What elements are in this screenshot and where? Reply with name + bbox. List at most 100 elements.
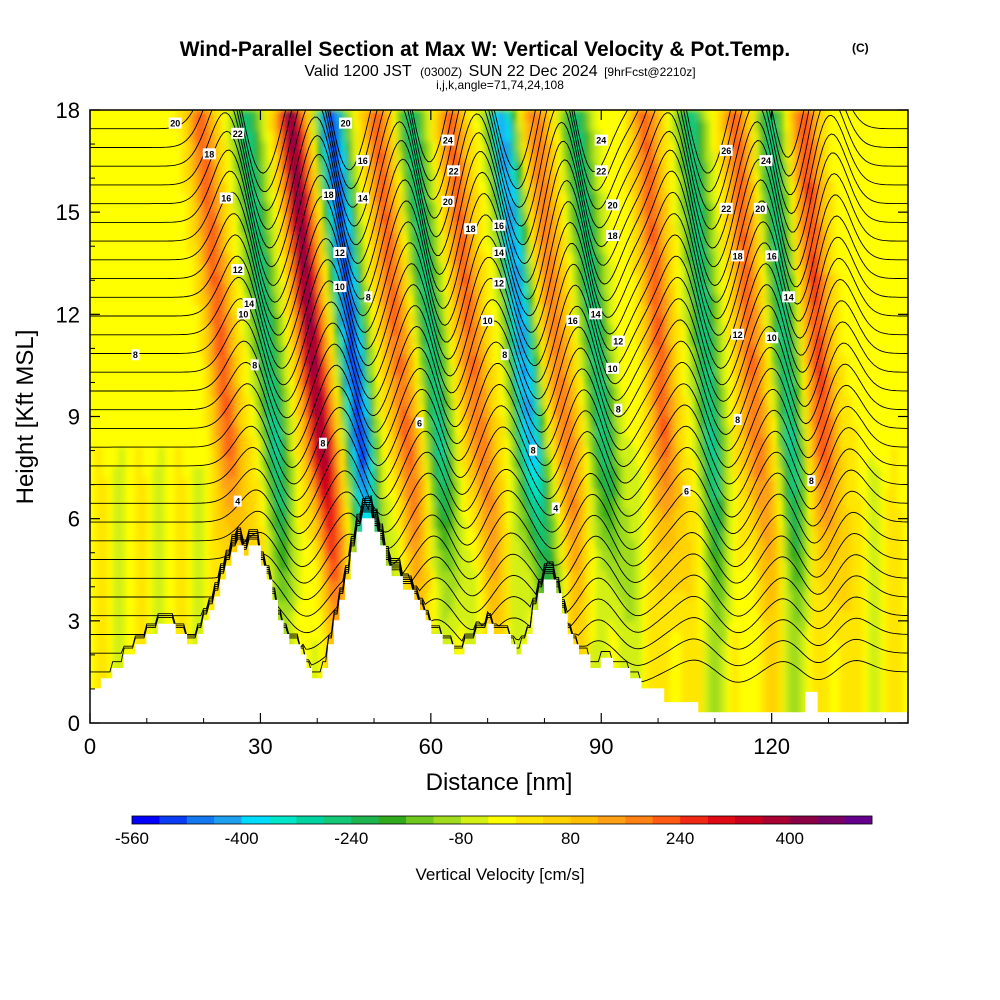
isentrope-line bbox=[90, 110, 908, 230]
colorbar-swatch bbox=[735, 816, 763, 824]
isentrope-line bbox=[90, 340, 908, 435]
x-tick-label: 30 bbox=[248, 734, 272, 759]
x-axis-label: Distance [nm] bbox=[426, 769, 573, 796]
isentrope-label: 10 bbox=[333, 281, 347, 293]
isentrope-label: 4 bbox=[233, 495, 242, 507]
colorbar-swatch bbox=[214, 816, 242, 824]
isentrope-label: 20 bbox=[753, 202, 767, 214]
chart-subtitle-indices: i,j,k,angle=71,74,24,108 bbox=[436, 78, 564, 92]
colorbar-swatch bbox=[323, 816, 352, 824]
chart-subtitle: Valid 1200 JST (0300Z) SUN 22 Dec 2024 [… bbox=[304, 63, 695, 80]
isentrope-line bbox=[90, 498, 908, 568]
isentrope-line bbox=[90, 446, 908, 518]
plot-area: 8201822161214108420181614121088624222018… bbox=[90, 110, 908, 723]
colorbar-swatch bbox=[680, 816, 708, 824]
colorbar-swatch bbox=[652, 816, 681, 824]
isentrope-line bbox=[90, 489, 908, 551]
y-tick-label: 18 bbox=[56, 98, 80, 123]
y-tick-label: 0 bbox=[68, 711, 80, 736]
colorbar-swatch bbox=[241, 816, 270, 824]
colorbar-swatch bbox=[597, 816, 626, 824]
y-tick-label: 6 bbox=[68, 507, 80, 532]
isentrope-label: 22 bbox=[447, 165, 461, 177]
colorbar-swatch bbox=[515, 816, 544, 824]
isentrope-line bbox=[90, 110, 908, 193]
colorbar-swatch bbox=[460, 816, 489, 824]
isentrope-label: 14 bbox=[782, 291, 796, 303]
isentrope-line bbox=[90, 110, 908, 174]
isentrope-line bbox=[90, 383, 908, 468]
isentrope-label: 24 bbox=[441, 134, 455, 146]
colorbar-swatch bbox=[543, 816, 571, 824]
colorbar-swatch bbox=[433, 816, 462, 824]
isentrope-label: 26 bbox=[719, 144, 733, 156]
colorbar-swatch bbox=[406, 816, 434, 824]
y-tick-label: 9 bbox=[68, 405, 80, 430]
chart-title-tag: (C) bbox=[852, 41, 869, 55]
isentrope-label: 20 bbox=[606, 199, 620, 211]
colorbar: -560 -400 -240 -80 80 240 400 bbox=[115, 815, 873, 848]
isentrope-label: 10 bbox=[765, 332, 779, 344]
isentrope-line bbox=[90, 110, 908, 212]
isentrope-label: 12 bbox=[231, 264, 245, 276]
isentrope-line bbox=[90, 468, 908, 534]
isentrope-label: 16 bbox=[356, 155, 370, 167]
isentrope-line bbox=[90, 500, 908, 584]
colorbar-swatch bbox=[351, 816, 379, 824]
isentrope-label: 20 bbox=[441, 195, 455, 207]
colorbar-swatch bbox=[625, 816, 653, 824]
isentrope-label: 8 bbox=[807, 475, 816, 487]
subtitle-forecast: [9hrFcst@2210z] bbox=[604, 65, 696, 79]
isentrope-line bbox=[90, 361, 908, 452]
isentrope-label: 16 bbox=[566, 315, 580, 327]
isentrope-line bbox=[90, 130, 908, 268]
colorbar-tick-label: -80 bbox=[449, 829, 474, 848]
isentrope-label: 4 bbox=[551, 502, 560, 514]
isentrope-label: 8 bbox=[614, 403, 623, 415]
isentrope-label: 12 bbox=[611, 335, 625, 347]
colorbar-swatch bbox=[488, 816, 516, 824]
isentrope-label: 12 bbox=[333, 247, 347, 258]
isentrope-line bbox=[90, 213, 908, 336]
isentrope-label: 18 bbox=[322, 189, 336, 201]
colorbar-swatch bbox=[817, 816, 845, 824]
colorbar-tick-label: 80 bbox=[561, 829, 580, 848]
isentrope-line bbox=[90, 298, 908, 402]
isentrope-label: 8 bbox=[500, 349, 509, 361]
x-tick-label: 120 bbox=[753, 734, 790, 759]
colorbar-swatch bbox=[186, 816, 215, 824]
isentrope-label: 8 bbox=[733, 413, 742, 425]
y-tick-label: 12 bbox=[56, 302, 80, 327]
isentrope-label: 22 bbox=[231, 127, 245, 139]
isentrope-label: 12 bbox=[492, 277, 506, 289]
x-tick-label: 60 bbox=[419, 734, 443, 759]
isentrope-label: 22 bbox=[719, 202, 733, 214]
isentrope-label: 10 bbox=[236, 308, 250, 320]
y-tick-label: 15 bbox=[56, 200, 80, 225]
isentrope-label: 18 bbox=[202, 148, 216, 160]
isentrope-label: 18 bbox=[731, 250, 745, 262]
isentrope-label: 18 bbox=[464, 223, 478, 235]
colorbar-label: Vertical Velocity [cm/s] bbox=[415, 865, 584, 884]
isentrope-label: 24 bbox=[594, 134, 608, 146]
colorbar-swatch bbox=[132, 816, 160, 824]
isentrope-label: 10 bbox=[481, 315, 495, 327]
isentrope-line bbox=[90, 319, 908, 419]
colorbar-tick-label: -240 bbox=[334, 829, 368, 848]
colorbar-tick-label: 240 bbox=[666, 829, 694, 848]
isentrope-label: 20 bbox=[168, 117, 182, 129]
chart-title: Wind-Parallel Section at Max W: Vertical… bbox=[180, 38, 791, 61]
isentrope-label: 10 bbox=[606, 362, 620, 374]
isentrope-label: 8 bbox=[364, 291, 373, 303]
subtitle-valid: Valid 1200 JST bbox=[304, 63, 412, 80]
colorbar-tick-label: -560 bbox=[115, 829, 149, 848]
isentrope-label: 6 bbox=[415, 417, 424, 429]
isentrope-label: 16 bbox=[765, 250, 779, 262]
colorbar-swatch bbox=[159, 816, 188, 824]
colorbar-swatch bbox=[762, 816, 791, 824]
isentrope-label: 8 bbox=[529, 444, 538, 456]
isentrope-label: 14 bbox=[242, 298, 256, 310]
colorbar-swatch bbox=[844, 816, 873, 824]
isentrope-label: 8 bbox=[250, 359, 259, 371]
colorbar-swatch bbox=[570, 816, 599, 824]
